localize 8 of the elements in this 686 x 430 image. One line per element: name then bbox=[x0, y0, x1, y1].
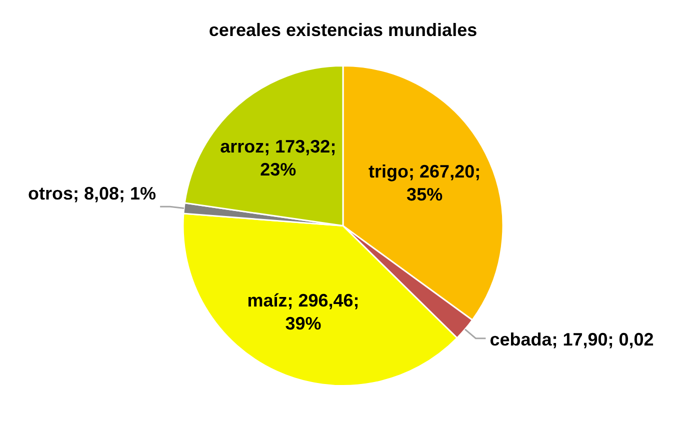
slice-label: cebada bbox=[490, 329, 553, 350]
data-label: ; 8,08; 1% bbox=[73, 184, 156, 204]
data-label: ; 17,90; 0,02 bbox=[552, 329, 654, 350]
chart-title: cereales existencias mundiales bbox=[208, 20, 478, 40]
slice-label: trigo bbox=[368, 162, 409, 182]
slice-label: otros bbox=[28, 184, 74, 204]
data-label: ; 267,20; 35% bbox=[406, 162, 481, 205]
slice-label: maíz bbox=[247, 290, 288, 311]
